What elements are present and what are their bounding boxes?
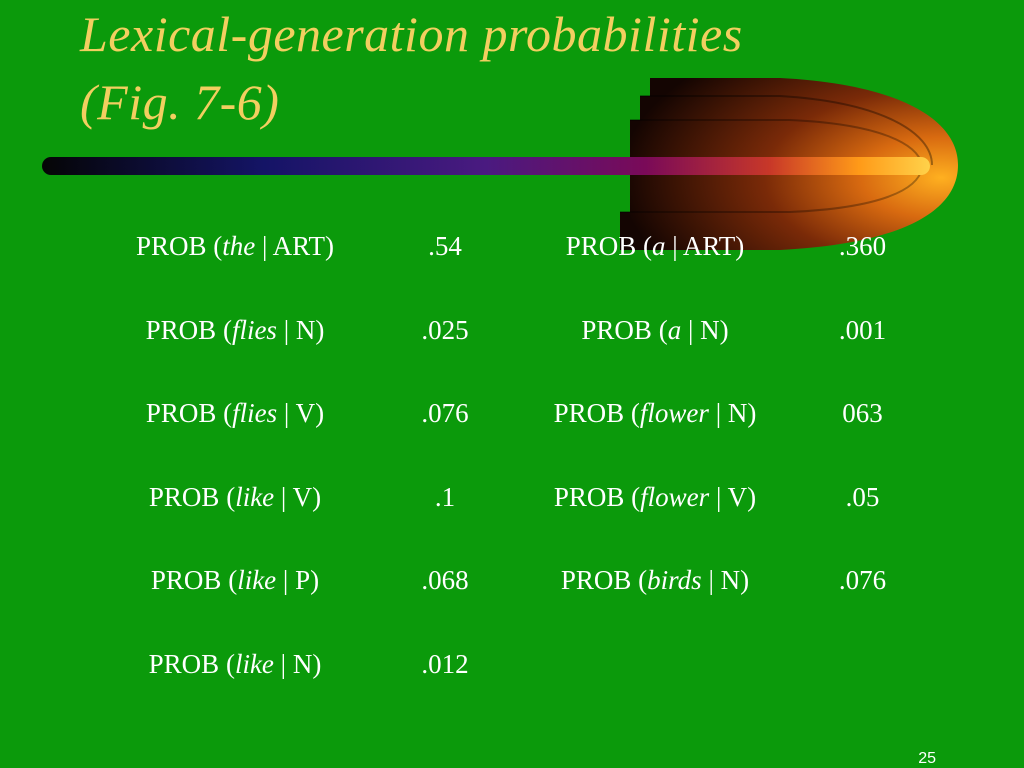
category-tag: | V) — [709, 481, 757, 512]
right-probability-value: .360 — [838, 231, 887, 261]
left-probability-expression: PROB (like | P) — [80, 560, 390, 600]
prob-prefix: PROB ( — [135, 231, 223, 261]
category-tag: | P) — [276, 565, 320, 596]
left-probability-value: .54 — [428, 231, 462, 261]
right-probability-expression: PROB (flower | V) — [500, 477, 810, 517]
category-tag: | N) — [273, 649, 322, 679]
left-probability-expression: PROB (flies | N) — [80, 310, 390, 350]
right-probability-value: .05 — [845, 481, 880, 512]
word: like — [235, 481, 275, 512]
title-line-2: (Fig. 7-6) — [80, 74, 280, 130]
prob-prefix: PROB ( — [150, 565, 238, 596]
left-probability-expression: PROB (like | N) — [80, 644, 390, 684]
right-probability-expression: PROB (a | ART) — [500, 226, 810, 266]
slide-title: Lexical-generation probabilities (Fig. 7… — [80, 0, 743, 136]
gradient-bar — [42, 157, 930, 175]
left-probability-expression: PROB (the | ART) — [80, 226, 390, 266]
prob-prefix: PROB ( — [553, 398, 640, 429]
prob-prefix: PROB ( — [145, 314, 232, 345]
word: like — [234, 649, 274, 679]
left-probability-expression: PROB (flies | V) — [80, 393, 390, 433]
prob-prefix: PROB ( — [581, 314, 668, 345]
category-tag: | N) — [681, 314, 729, 345]
right-probability-expression: PROB (a | N) — [500, 310, 810, 350]
table-row: PROB (flies | V) .076 PROB (flower | N) 063 — [0, 393, 1024, 433]
word: flies — [232, 398, 278, 429]
category-tag: | ART) — [255, 231, 335, 261]
left-probability-value: .068 — [421, 565, 469, 596]
word: a — [667, 314, 682, 345]
word: flies — [231, 314, 277, 345]
table-row: PROB (like | V) .1 PROB (flower | V) .05 — [0, 477, 1024, 517]
table-row: PROB (the | ART) .54 PROB (a | ART) .360 — [0, 226, 1024, 266]
left-probability-value: .012 — [421, 649, 469, 679]
word: birds — [647, 565, 702, 596]
table-row: PROB (like | P) .068 PROB (birds | N) .076 — [0, 560, 1024, 600]
left-probability-expression: PROB (like | V) — [80, 477, 390, 517]
right-probability-value: .076 — [838, 565, 887, 596]
comet-decoration — [42, 78, 958, 250]
right-probability-value: .001 — [838, 314, 887, 345]
right-probability-value: 063 — [842, 398, 883, 429]
category-tag: | V) — [277, 398, 325, 429]
left-probability-value: .025 — [421, 314, 469, 345]
category-tag: | N) — [708, 398, 757, 429]
word: flower — [640, 481, 710, 512]
right-probability-expression: PROB (birds | N) — [500, 560, 810, 600]
title-line-1: Lexical-generation probabilities — [80, 6, 743, 62]
right-probability-expression: PROB (flower | N) — [500, 393, 810, 433]
left-probability-value: .1 — [434, 481, 456, 512]
prob-prefix: PROB ( — [565, 231, 652, 261]
category-tag: | V) — [274, 481, 322, 512]
category-tag: | ART) — [665, 231, 745, 261]
word: like — [237, 565, 277, 596]
left-probability-value: .076 — [421, 398, 469, 429]
word: flower — [639, 398, 709, 429]
page-number: 25 — [918, 750, 936, 767]
category-tag: | N) — [276, 314, 325, 345]
table-row: PROB (like | N) .012 — [0, 644, 1024, 684]
table-row: PROB (flies | N) .025 PROB (a | N) .001 — [0, 310, 1024, 350]
prob-prefix: PROB ( — [148, 481, 236, 512]
prob-prefix: PROB ( — [145, 398, 233, 429]
prob-prefix: PROB ( — [560, 565, 648, 596]
prob-prefix: PROB ( — [148, 649, 235, 679]
prob-prefix: PROB ( — [553, 481, 641, 512]
word: a — [651, 231, 666, 261]
category-tag: | N) — [701, 565, 750, 596]
word: the — [222, 231, 256, 261]
